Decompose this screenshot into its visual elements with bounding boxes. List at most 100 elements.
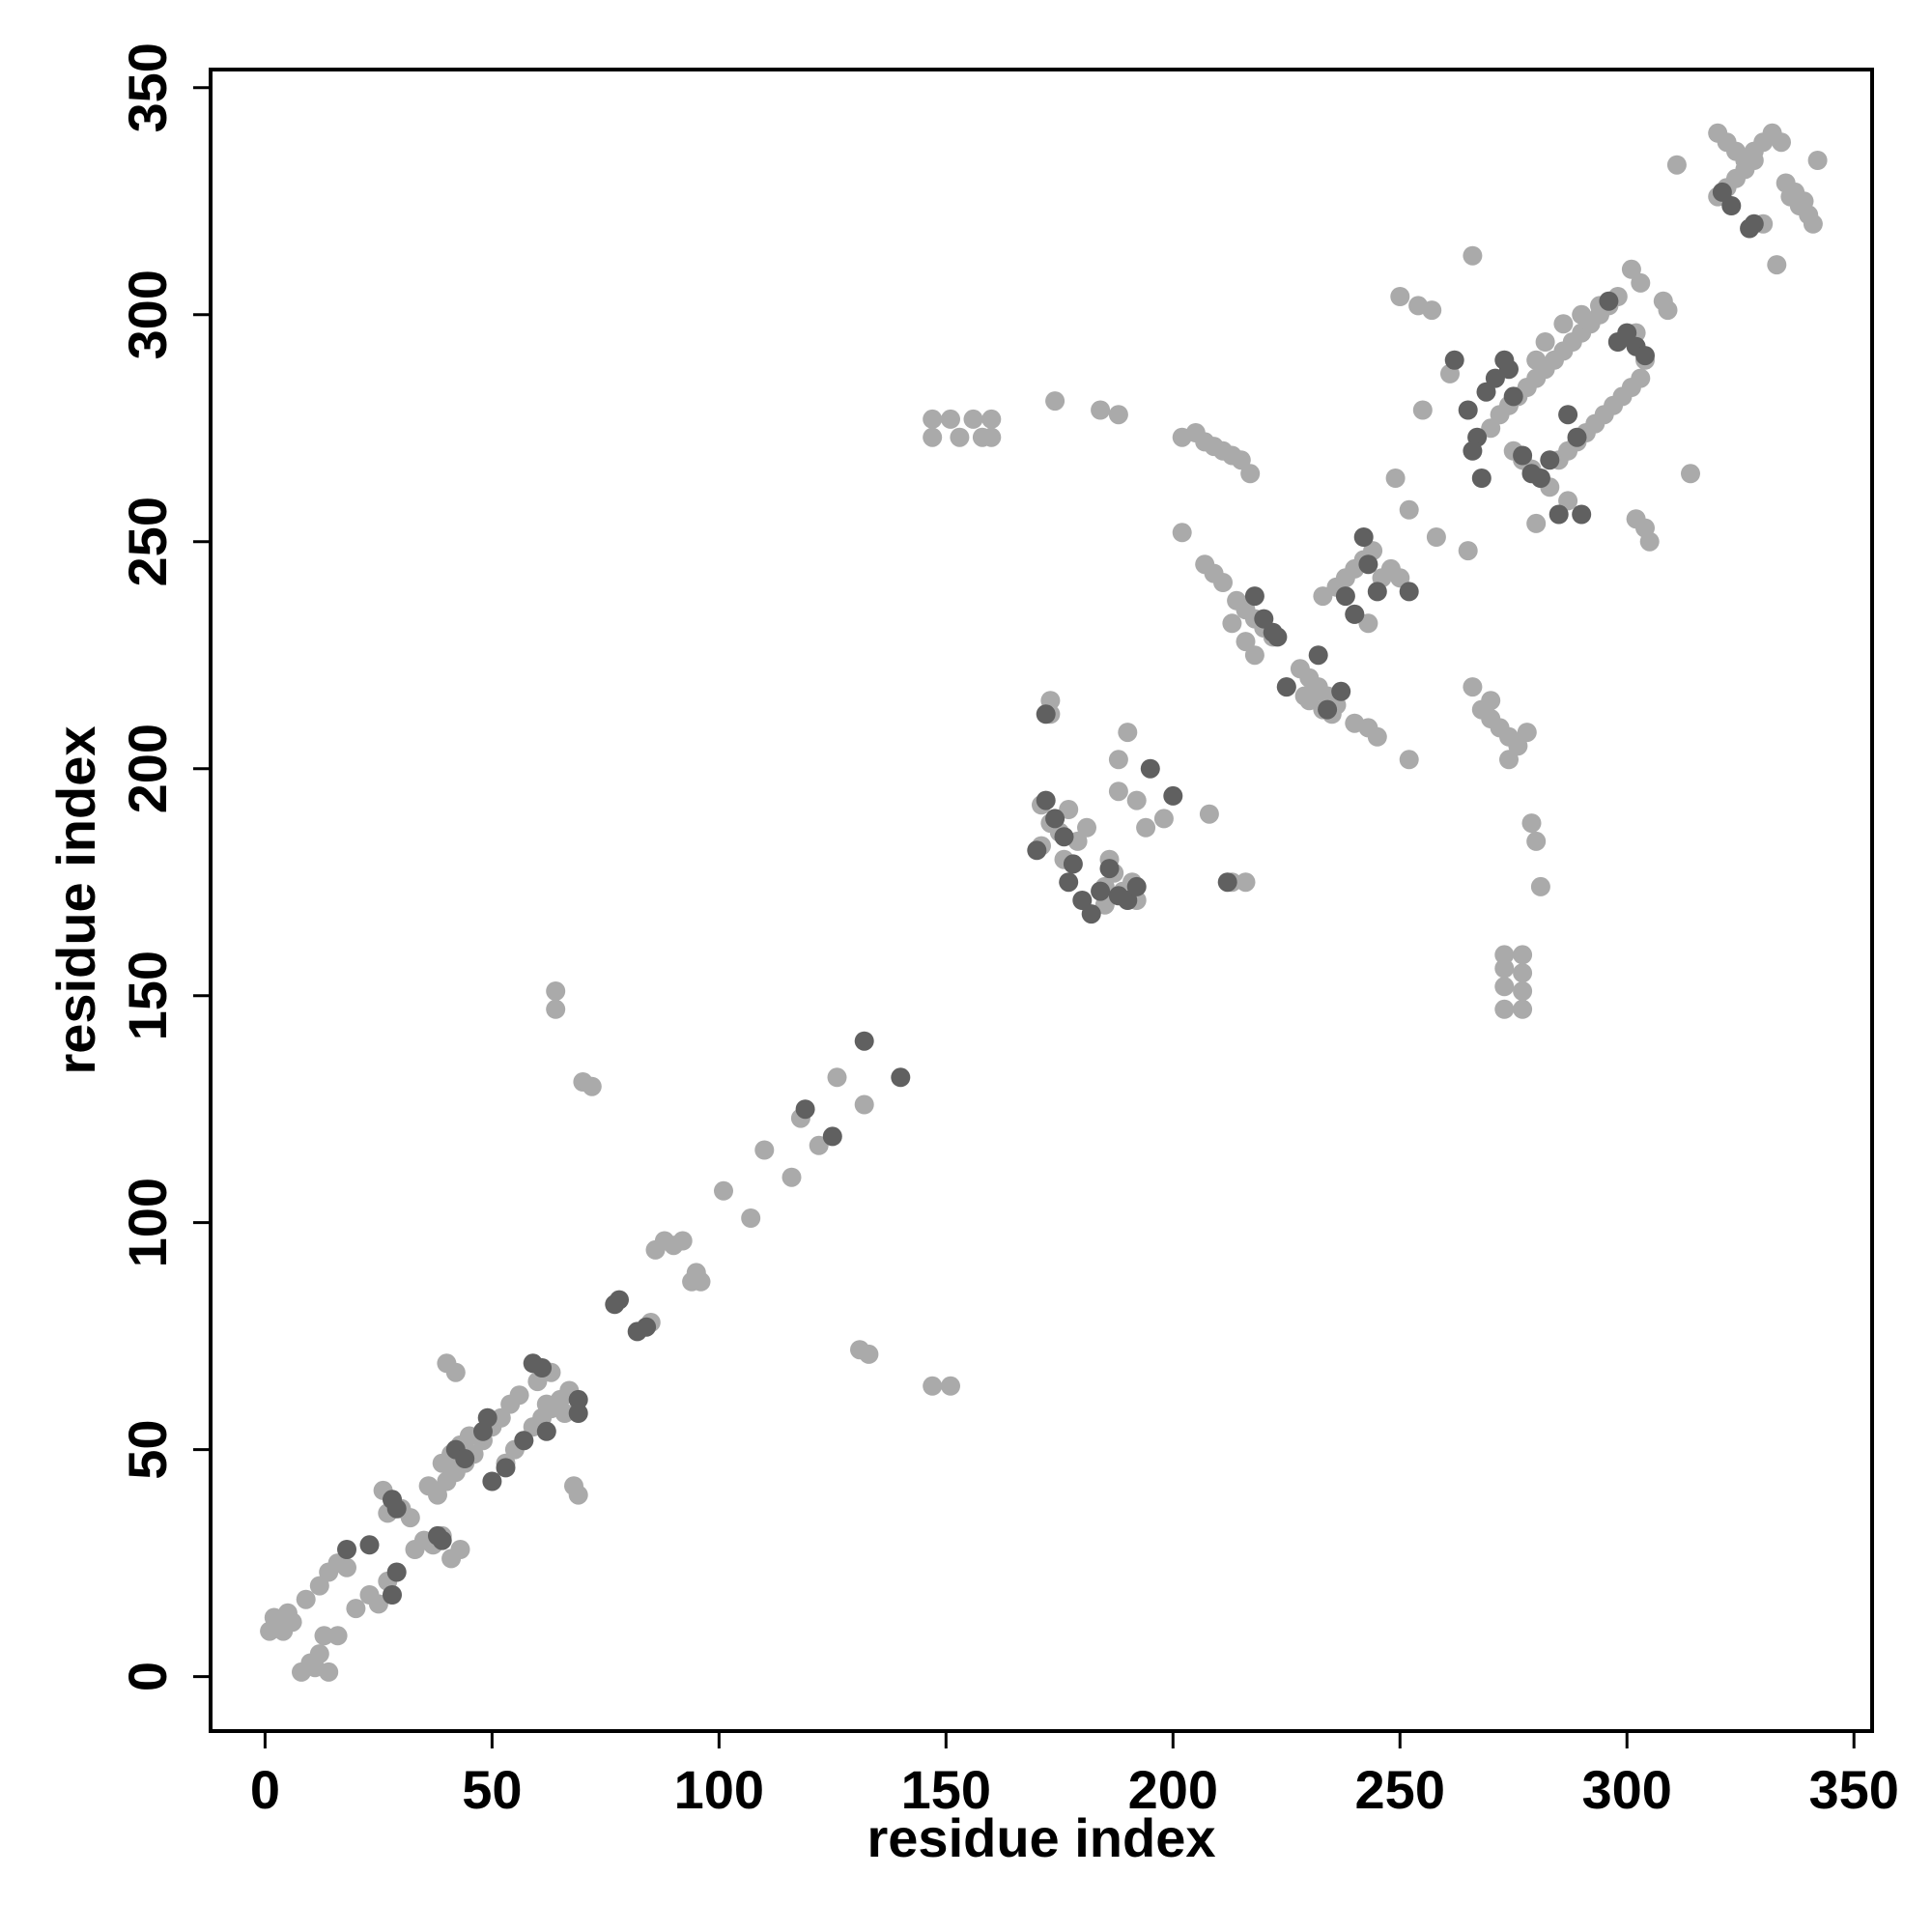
data-point-light-87 — [941, 1376, 960, 1396]
data-point-dark-69 — [1558, 405, 1578, 425]
x-tick-label-100: 100 — [674, 1759, 764, 1820]
data-point-dark-2 — [383, 1585, 402, 1605]
data-point-dark-71 — [1548, 504, 1569, 525]
data-point-dark-67 — [1540, 450, 1560, 470]
data-point-light-77 — [741, 1208, 761, 1228]
data-point-dark-42 — [1140, 758, 1160, 779]
data-point-light-193 — [1494, 945, 1515, 965]
data-point-light-119 — [1108, 750, 1128, 770]
data-point-dark-78 — [1463, 440, 1483, 461]
data-point-light-85 — [859, 1344, 879, 1364]
data-point-dark-54 — [1353, 527, 1374, 547]
data-point-light-3 — [264, 1607, 284, 1628]
data-point-dark-46 — [1267, 627, 1288, 647]
data-point-dark-81 — [1499, 359, 1519, 380]
data-point-light-134 — [1240, 464, 1261, 484]
y-tick-label-300: 300 — [117, 270, 178, 359]
data-point-light-97 — [1091, 400, 1111, 420]
data-point-light-186 — [1508, 736, 1528, 756]
data-point-dark-72 — [1572, 504, 1592, 525]
data-point-light-233 — [1572, 304, 1592, 325]
data-point-light-20 — [368, 1594, 388, 1614]
data-point-light-230 — [1631, 368, 1651, 388]
data-point-light-173 — [1412, 400, 1433, 420]
data-point-dark-53 — [1335, 586, 1355, 607]
data-point-light-271 — [1794, 191, 1814, 212]
data-point-light-72 — [672, 1231, 693, 1251]
data-point-light-144 — [1244, 645, 1264, 666]
data-point-dark-13 — [477, 1407, 497, 1428]
data-point-light-169 — [1367, 726, 1387, 747]
y-tick-label-50: 50 — [117, 1419, 178, 1479]
data-point-dark-83 — [1721, 196, 1742, 215]
data-point-light-156 — [1313, 586, 1333, 607]
data-point-light-32 — [450, 1540, 470, 1559]
data-point-dark-31 — [1054, 827, 1074, 847]
data-point-light-266 — [1807, 151, 1828, 170]
data-point-light-125 — [1236, 872, 1256, 893]
data-point-dark-52 — [1331, 681, 1351, 701]
data-point-dark-64 — [1503, 386, 1523, 407]
data-point-dark-18 — [568, 1389, 588, 1409]
data-point-light-118 — [1118, 723, 1138, 743]
data-point-light-198 — [1513, 963, 1533, 983]
data-point-dark-27 — [891, 1067, 911, 1088]
data-point-light-179 — [1458, 541, 1478, 561]
plot-frame — [209, 68, 1874, 1733]
scatter-points — [260, 123, 1828, 1682]
data-point-light-45 — [491, 1407, 511, 1428]
data-point-light-195 — [1494, 977, 1515, 997]
data-point-light-177 — [1426, 527, 1446, 547]
data-point-dark-9 — [455, 1449, 475, 1468]
data-point-light-190 — [1521, 813, 1542, 834]
data-point-light-104 — [1059, 800, 1079, 819]
data-point-light-15 — [337, 1557, 356, 1577]
data-point-light-61 — [568, 1485, 588, 1505]
data-point-light-189 — [1499, 750, 1519, 770]
data-point-light-47 — [509, 1385, 529, 1406]
data-point-light-176 — [1390, 287, 1410, 306]
data-point-dark-75 — [1617, 323, 1637, 343]
data-point-light-38 — [428, 1485, 447, 1505]
data-point-light-126 — [1172, 523, 1192, 543]
data-point-light-17 — [327, 1626, 348, 1646]
data-point-dark-23 — [637, 1317, 657, 1337]
data-point-light-86 — [923, 1376, 943, 1396]
data-point-light-63 — [445, 1362, 466, 1382]
data-point-light-64 — [546, 981, 566, 1001]
data-point-light-194 — [1494, 958, 1515, 979]
data-point-dark-29 — [1036, 790, 1056, 810]
data-point-dark-56 — [1367, 582, 1387, 602]
x-tick-label-150: 150 — [901, 1759, 991, 1820]
data-point-dark-51 — [1318, 699, 1338, 720]
data-point-dark-49 — [1276, 677, 1296, 697]
x-tick-label-200: 200 — [1128, 1759, 1218, 1820]
data-point-dark-17 — [536, 1421, 556, 1441]
data-point-dark-70 — [1567, 427, 1587, 447]
data-point-dark-0 — [337, 1540, 356, 1559]
data-point-light-261 — [1772, 132, 1791, 153]
data-point-light-81 — [809, 1135, 829, 1155]
data-point-dark-55 — [1358, 554, 1378, 575]
data-point-light-248 — [1526, 513, 1547, 533]
data-point-dark-35 — [1091, 881, 1111, 901]
data-point-light-67 — [582, 1076, 602, 1096]
data-point-light-265 — [1803, 213, 1823, 234]
data-point-light-192 — [1530, 876, 1550, 896]
data-point-light-94 — [981, 409, 1002, 429]
data-point-dark-41 — [1059, 872, 1079, 893]
data-point-dark-79 — [1471, 469, 1492, 488]
data-point-dark-62 — [1485, 368, 1505, 388]
data-point-dark-19 — [568, 1404, 588, 1423]
data-point-light-155 — [1299, 691, 1320, 711]
data-point-light-90 — [941, 409, 960, 429]
data-point-light-137 — [1213, 573, 1233, 592]
data-point-dark-47 — [1244, 586, 1264, 607]
data-point-light-133 — [1231, 450, 1251, 470]
y-tick-label-350: 350 — [117, 43, 178, 132]
data-point-dark-7 — [432, 1530, 452, 1550]
data-point-dark-26 — [854, 1031, 874, 1051]
data-point-dark-85 — [1744, 213, 1764, 234]
data-point-light-121 — [1153, 809, 1174, 829]
x-tick-label-250: 250 — [1355, 1759, 1445, 1820]
